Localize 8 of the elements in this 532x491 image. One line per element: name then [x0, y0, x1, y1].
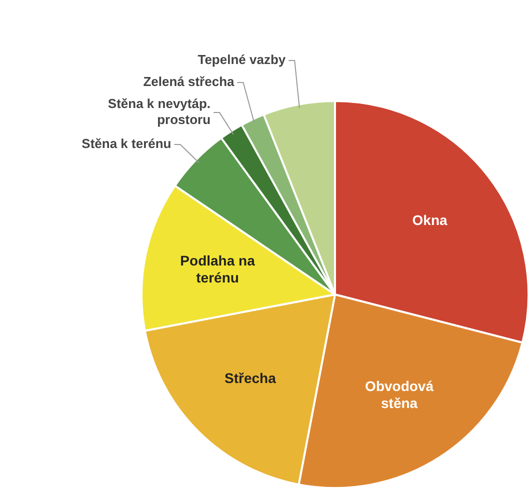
- slice-label: Stěna k nevytáp. prostoru: [108, 96, 211, 128]
- slice-label: Zelená střecha: [143, 74, 236, 90]
- slice-label: Tepelné vazby: [198, 52, 286, 68]
- slice-label: Podlaha na terénu: [180, 252, 256, 286]
- slice-label: Střecha: [224, 370, 276, 386]
- slice-label: Stěna k terénu: [82, 136, 172, 152]
- slice-label: Okna: [412, 212, 448, 228]
- slice-label: Obvodová stěna: [365, 378, 434, 412]
